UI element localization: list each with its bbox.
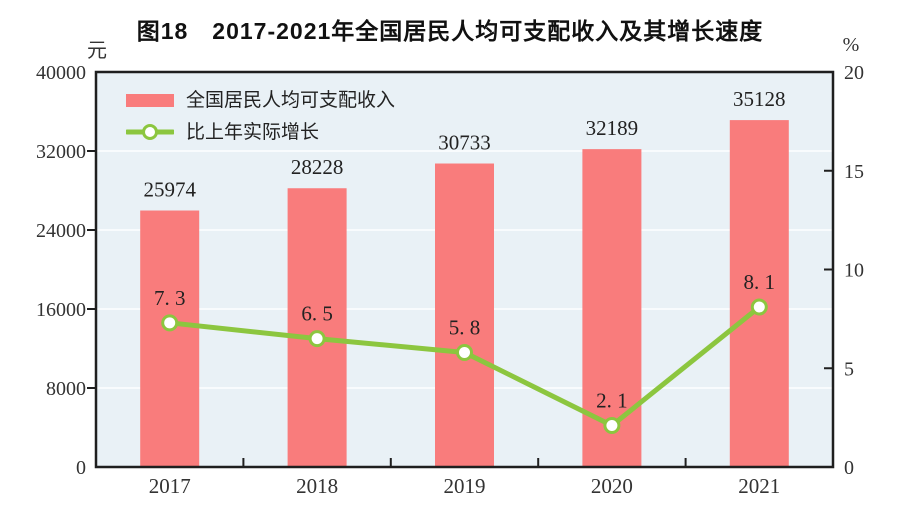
right-tick-label-20: 20	[844, 62, 864, 84]
chart-legend: 全国居民人均可支配收入 比上年实际增长	[126, 86, 395, 146]
bar-value-label-2017: 25974	[143, 178, 196, 202]
x-axis-label-2018: 2018	[296, 474, 338, 498]
line-point-2021	[750, 298, 768, 316]
growth-label-2021: 8. 1	[744, 270, 776, 294]
growth-label-2018: 6. 5	[301, 302, 333, 326]
left-tick-label-16000: 16000	[36, 299, 86, 321]
bar-2018	[287, 188, 347, 467]
left-tick-label-32000: 32000	[36, 141, 86, 163]
right-tick-label-0: 0	[844, 457, 854, 479]
growth-label-2020: 2. 1	[596, 389, 628, 413]
left-tick-label-0: 0	[76, 457, 86, 479]
right-tick-label-15: 15	[844, 161, 864, 183]
bar-value-label-2019: 30733	[438, 131, 491, 155]
left-tick-label-24000: 24000	[36, 220, 86, 242]
x-axis-label-2017: 2017	[149, 474, 191, 498]
line-series-swatch-icon	[126, 124, 174, 140]
line-point-2019	[456, 343, 473, 361]
bar-series-swatch-icon	[126, 93, 174, 107]
chart-title: 图18 2017-2021年全国居民人均可支配收入及其增长速度	[136, 18, 764, 44]
line-point-2020	[603, 417, 621, 435]
bar-value-label-2021: 35128	[733, 87, 786, 111]
legend-line-label: 比上年实际增长	[186, 121, 320, 143]
bar-value-label-2018: 28228	[291, 155, 344, 179]
growth-label-2017: 7. 3	[154, 286, 186, 310]
x-axis-label-2021: 2021	[738, 474, 780, 498]
legend-bar-label: 全国居民人均可支配收入	[186, 89, 396, 111]
right-axis-unit: %	[842, 34, 860, 56]
plot-border	[94, 70, 835, 469]
bar-value-label-2020: 32189	[586, 116, 639, 140]
growth-label-2019: 5. 8	[449, 315, 481, 339]
bar-2019	[435, 163, 494, 467]
left-axis-unit: 元	[87, 40, 107, 62]
legend-item-bar: 全国居民人均可支配收入	[126, 86, 395, 114]
left-tick-label-8000: 8000	[46, 378, 86, 400]
bar-2017	[140, 210, 200, 467]
x-axis-label-2019: 2019	[444, 474, 486, 498]
bar-2021	[729, 120, 789, 468]
left-tick-label-40000: 40000	[36, 62, 86, 84]
right-tick-label-10: 10	[844, 260, 864, 282]
x-axis-label-2020: 2020	[591, 474, 633, 498]
right-tick-label-5: 5	[844, 358, 854, 380]
line-point-2018	[308, 330, 326, 348]
legend-item-line: 比上年实际增长	[126, 118, 395, 146]
line-point-2017	[161, 314, 179, 332]
